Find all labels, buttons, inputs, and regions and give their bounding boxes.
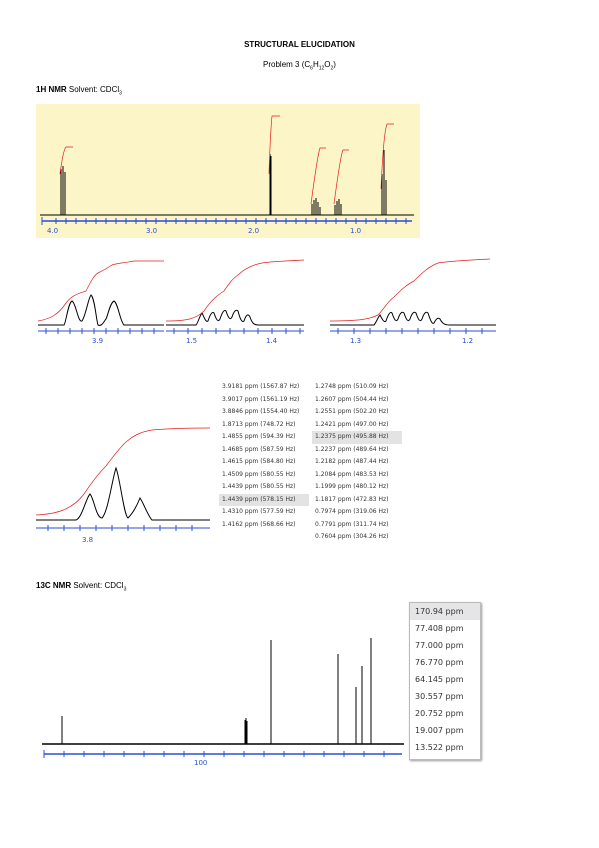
zoom1-tick: 3.9 xyxy=(92,337,103,345)
peak-row[interactable]: 1.2551 ppm (502.20 Hz) xyxy=(315,408,389,415)
c13-peaks xyxy=(61,638,372,744)
zoom1-spectrum xyxy=(38,294,164,326)
c13-label-bold: 13C NMR xyxy=(36,581,72,590)
zoom2-axis xyxy=(166,328,304,334)
h1-nmr-heading: 1H NMR Solvent: CDCl3 xyxy=(36,85,122,97)
peak-row[interactable]: 1.2607 ppm (504.44 Hz) xyxy=(315,395,389,403)
c13-peak-row[interactable]: 20.752 ppm xyxy=(415,709,464,718)
zoom3-spectrum xyxy=(330,311,496,326)
formula-o-letter: O xyxy=(324,60,331,69)
peak-row[interactable]: 0.7604 ppm (304.26 Hz) xyxy=(315,533,389,540)
zoom-panel-1-3: 1.3 1.2 xyxy=(330,258,496,345)
peak-row[interactable]: 1.2421 ppm (497.00 Hz) xyxy=(315,420,389,428)
zoom2-spectrum xyxy=(166,309,304,326)
h1-tick-3: 3.0 xyxy=(146,227,157,235)
peak-row[interactable]: 0.7974 ppm (319.06 Hz) xyxy=(315,508,389,515)
zoom4-axis xyxy=(36,525,210,531)
zoom-panel-3-8: 3.8 xyxy=(36,427,211,544)
h1-tick-4: 4.0 xyxy=(47,227,58,235)
peak-row[interactable]: 1.1999 ppm (480.12 Hz) xyxy=(315,483,389,490)
h1-integrals xyxy=(59,115,394,205)
peak-row[interactable]: 3.9017 ppm (1561.19 Hz) xyxy=(222,395,300,403)
zoom4-spectrum xyxy=(36,466,210,521)
zoom3-axis xyxy=(330,328,496,334)
peak-row[interactable]: 1.2182 ppm (487.44 Hz) xyxy=(315,458,389,465)
peak-list-left: 3.9181 ppm (1567.87 Hz) 3.9017 ppm (1561… xyxy=(219,381,309,531)
c13-axis-tick: 100 xyxy=(194,759,207,767)
zoom2-integral xyxy=(166,259,305,322)
peak-row[interactable]: 1.2237 ppm (489.64 Hz) xyxy=(315,445,389,453)
zoom2-tick-1: 1.5 xyxy=(186,337,197,345)
c13-spectrum: 100 xyxy=(42,638,404,767)
peak-row[interactable]: 1.4855 ppm (594.39 Hz) xyxy=(222,433,296,440)
problem-suffix: ) xyxy=(333,60,336,69)
formula-c-count: 6 xyxy=(310,65,313,72)
zoom2-tick-2: 1.4 xyxy=(266,337,278,345)
c13-nmr-heading: 13C NMR Solvent: CDCl3 xyxy=(36,581,126,593)
zoom1-axis xyxy=(38,328,164,334)
peak-row[interactable]: 1.4615 ppm (584.80 Hz) xyxy=(222,458,296,465)
zoom1-integral xyxy=(37,260,164,322)
peak-row[interactable]: 3.9181 ppm (1567.87 Hz) xyxy=(222,383,300,390)
c13-peak-row[interactable]: 77.408 ppm xyxy=(415,624,464,633)
zoom-panel-1-5: 1.5 1.4 xyxy=(166,259,305,345)
h1-axis xyxy=(41,217,412,225)
c13-label-rest: Solvent: CDCl xyxy=(71,581,124,590)
formula-o-count: 2 xyxy=(330,65,334,72)
c13-peak-row[interactable]: 76.770 ppm xyxy=(415,658,464,667)
problem-prefix: Problem 3 (C xyxy=(263,60,311,69)
h1-label-sub: 3 xyxy=(119,90,122,97)
peak-row[interactable]: 0.7791 ppm (311.74 Hz) xyxy=(315,520,389,528)
peak-row[interactable]: 1.2084 ppm (483.53 Hz) xyxy=(315,470,389,478)
zoom-panel-3-9: 3.9 xyxy=(37,260,164,345)
zoom4-integral xyxy=(36,427,211,516)
h1-spectrum: 4.0 3.0 2.0 1.0 xyxy=(36,104,420,238)
peak-row[interactable]: 1.4509 ppm (580.55 Hz) xyxy=(222,470,296,478)
c13-peak-row[interactable]: 64.145 ppm xyxy=(415,675,464,684)
formula-h-letter: H xyxy=(312,60,319,69)
formula-h-count: 12 xyxy=(318,65,325,72)
h1-peaks xyxy=(60,150,387,215)
h1-label-bold: 1H NMR xyxy=(36,85,67,94)
c13-peak-row[interactable]: 30.557 ppm xyxy=(415,692,464,701)
c13-axis xyxy=(43,750,402,758)
peak-row-selected[interactable]: 1.4439 ppm (578.15 Hz) xyxy=(219,493,309,506)
peak-row[interactable]: 1.2748 ppm (510.09 Hz) xyxy=(315,383,389,390)
peak-row-selected[interactable]: 1.2375 ppm (495.88 Hz) xyxy=(312,431,402,444)
c13-peak-row-selected[interactable]: 170.94 ppm xyxy=(410,603,480,620)
peak-row[interactable]: 1.4685 ppm (587.59 Hz) xyxy=(222,445,296,453)
peak-list-right: 1.2748 ppm (510.09 Hz) 1.2607 ppm (504.4… xyxy=(312,381,402,544)
peak-row[interactable]: 3.8846 ppm (1554.40 Hz) xyxy=(222,408,300,415)
peak-row[interactable]: 1.4162 ppm (568.66 Hz) xyxy=(222,520,296,528)
c13-peak-row[interactable]: 19.007 ppm xyxy=(415,726,464,735)
zoom3-tick-2: 1.2 xyxy=(462,337,473,345)
peak-row[interactable]: 1.1817 ppm (472.83 Hz) xyxy=(315,495,389,503)
zoom4-tick: 3.8 xyxy=(82,536,93,544)
c13-label-sub: 3 xyxy=(123,586,127,593)
peak-row[interactable]: 1.8713 ppm (748.72 Hz) xyxy=(222,420,296,428)
h1-background xyxy=(36,104,420,238)
zoom3-integral xyxy=(330,258,491,322)
peak-row[interactable]: 1.4439 ppm (580.55 Hz) xyxy=(222,483,296,490)
c13-peak-list: 170.94 ppm 77.408 ppm 77.000 ppm 76.770 … xyxy=(409,602,481,760)
h1-tick-2: 2.0 xyxy=(248,227,259,235)
document-title: STRUCTURAL ELUCIDATION xyxy=(244,40,355,49)
h1-tick-1: 1.0 xyxy=(350,227,361,235)
h1-axis-labels: 4.0 3.0 2.0 1.0 xyxy=(47,227,361,235)
h1-label-rest: Solvent: CDCl xyxy=(66,85,120,94)
problem-line: Problem 3 (C6H12O2) xyxy=(0,60,599,72)
c13-peak-row[interactable]: 77.000 ppm xyxy=(415,641,464,650)
zoom3-tick-1: 1.3 xyxy=(350,337,361,345)
peak-row[interactable]: 1.4310 ppm (577.59 Hz) xyxy=(222,508,296,515)
c13-peak-row[interactable]: 13.522 ppm xyxy=(415,743,464,752)
